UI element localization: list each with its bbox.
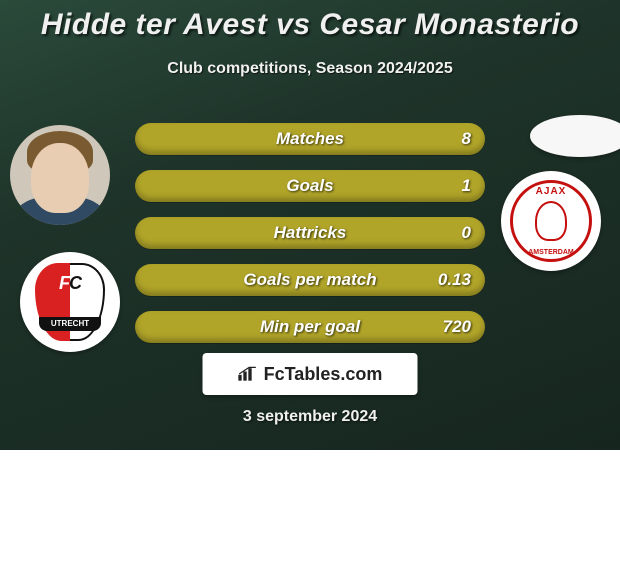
player-left-avatar [10, 125, 110, 225]
stat-value: 720 [443, 317, 471, 337]
ajax-shield-icon: AJAX AMSTERDAM [510, 180, 592, 262]
stat-value: 0.13 [438, 270, 471, 290]
stat-bar: Matches 8 [135, 123, 485, 155]
stat-label: Goals [286, 176, 333, 196]
ajax-bottom-text: AMSTERDAM [528, 249, 574, 256]
comparison-card: Hidde ter Avest vs Cesar Monasterio Club… [0, 0, 620, 450]
stats-container: Matches 8 Goals 1 Hattricks 0 Goals per … [135, 123, 485, 343]
stat-bar: Goals 1 [135, 170, 485, 202]
stat-value: 1 [462, 176, 471, 196]
ajax-top-text: AJAX [536, 186, 567, 197]
stat-label: Matches [276, 129, 344, 149]
stat-bar: Hattricks 0 [135, 217, 485, 249]
stat-value: 0 [462, 223, 471, 243]
bar-chart-icon [238, 366, 258, 382]
stat-label: Goals per match [243, 270, 376, 290]
club-logo-left: FC UTRECHT [20, 252, 120, 352]
date-text: 3 september 2024 [0, 408, 620, 426]
stat-bar: Goals per match 0.13 [135, 264, 485, 296]
utrecht-banner: UTRECHT [39, 317, 101, 331]
stat-label: Min per goal [260, 317, 360, 337]
player-right-avatar [530, 115, 620, 157]
stat-label: Hattricks [274, 223, 347, 243]
club-logo-right: AJAX AMSTERDAM [501, 171, 601, 271]
branding-badge: FcTables.com [203, 353, 418, 395]
title: Hidde ter Avest vs Cesar Monasterio [0, 8, 620, 42]
branding-text: FcTables.com [264, 364, 383, 385]
utrecht-shield-icon: FC UTRECHT [35, 263, 105, 341]
avatar-head [31, 143, 89, 213]
stat-value: 8 [462, 129, 471, 149]
stat-bar: Min per goal 720 [135, 311, 485, 343]
subtitle: Club competitions, Season 2024/2025 [0, 60, 620, 78]
